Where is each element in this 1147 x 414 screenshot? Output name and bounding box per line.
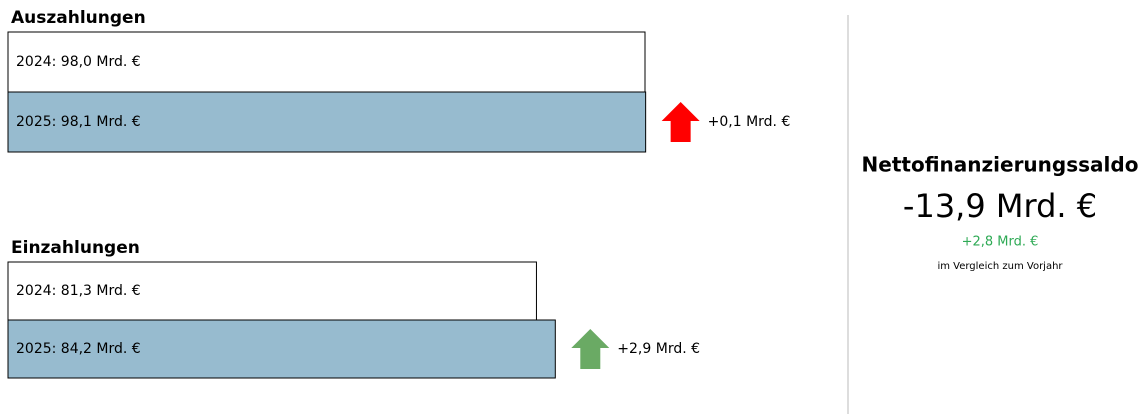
change-label: +2,9 Mrd. € [617,341,700,357]
summary-note: im Vergleich zum Vorjahr [937,261,1063,272]
bar-label: 2024: 98,0 Mrd. € [16,54,141,70]
bar-label: 2024: 81,3 Mrd. € [16,283,141,299]
summary-change: +2,8 Mrd. € [962,235,1039,250]
group-title: Auszahlungen [11,8,146,28]
change-arrow [661,102,700,142]
summary-value: -13,9 Mrd. € [903,187,1097,225]
summary-title: Nettofinanzierungssaldo [862,153,1139,177]
change-arrow [571,329,610,369]
bar-label: 2025: 98,1 Mrd. € [16,114,141,130]
bar-label: 2025: 84,2 Mrd. € [16,341,141,357]
change-label: +0,1 Mrd. € [708,114,791,130]
bar [7,91,647,153]
bar [7,319,556,379]
group-title: Einzahlungen [11,238,140,258]
